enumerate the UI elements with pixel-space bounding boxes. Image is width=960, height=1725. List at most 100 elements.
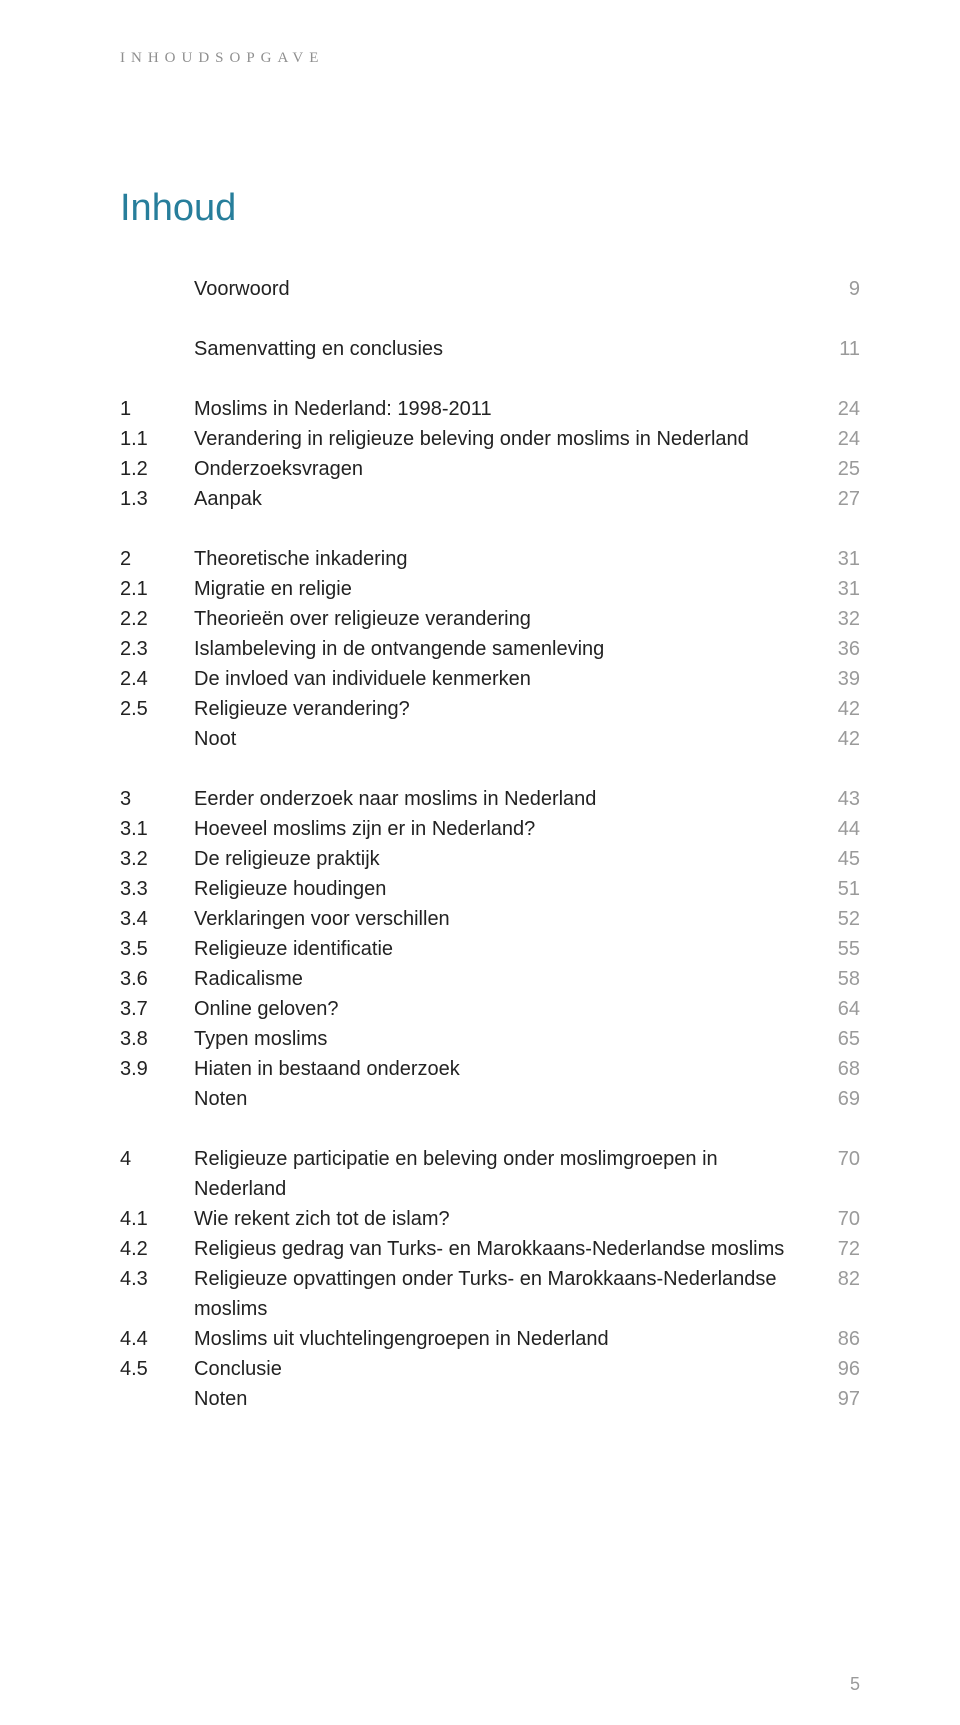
toc-entry: 2.2Theorieën over religieuze verandering… bbox=[120, 604, 860, 634]
toc-entry-number: 2 bbox=[120, 544, 194, 574]
toc-entry: 3.6Radicalisme58 bbox=[120, 964, 860, 994]
toc-entry-label: Verandering in religieuze beleving onder… bbox=[194, 424, 810, 454]
toc-entry-label: Moslims uit vluchtelingengroepen in Nede… bbox=[194, 1324, 810, 1354]
toc-entry-label: Religieuze identificatie bbox=[194, 934, 810, 964]
toc-entry-page: 69 bbox=[810, 1084, 860, 1114]
toc-entry: 1.3Aanpak27 bbox=[120, 484, 860, 514]
toc-entry-number: 3.1 bbox=[120, 814, 194, 844]
toc-entry-page: 45 bbox=[810, 844, 860, 874]
toc-entry-number: 3.6 bbox=[120, 964, 194, 994]
toc-entry-label: Conclusie bbox=[194, 1354, 810, 1384]
toc-entry-page: 65 bbox=[810, 1024, 860, 1054]
toc-entry-page: 31 bbox=[810, 574, 860, 604]
toc-entry: 1Moslims in Nederland: 1998-201124 bbox=[120, 394, 860, 424]
toc-entry: Noot42 bbox=[120, 724, 860, 754]
toc-entry: 4.5Conclusie96 bbox=[120, 1354, 860, 1384]
toc-entry: 4.2Religieus gedrag van Turks- en Marokk… bbox=[120, 1234, 860, 1264]
running-header: INHOUDSOPGAVE bbox=[120, 50, 860, 67]
toc-entry-page: 42 bbox=[810, 694, 860, 724]
toc-entry-label: Migratie en religie bbox=[194, 574, 810, 604]
toc-entry: 4.4Moslims uit vluchtelingengroepen in N… bbox=[120, 1324, 860, 1354]
toc-entry-number: 4.3 bbox=[120, 1264, 194, 1324]
toc-entry: 3.4Verklaringen voor verschillen52 bbox=[120, 904, 860, 934]
toc-entry-page: 68 bbox=[810, 1054, 860, 1084]
toc-entry-label: Islambeleving in de ontvangende samenlev… bbox=[194, 634, 810, 664]
toc-entry-page: 70 bbox=[810, 1144, 860, 1204]
toc-entry-page: 51 bbox=[810, 874, 860, 904]
toc-entry: 2.4De invloed van individuele kenmerken3… bbox=[120, 664, 860, 694]
toc-entry-label: Voorwoord bbox=[194, 274, 810, 304]
toc-entry: Voorwoord9 bbox=[120, 274, 860, 304]
toc-entry: 1.2Onderzoeksvragen25 bbox=[120, 454, 860, 484]
toc-entry-page: 11 bbox=[810, 334, 860, 364]
toc-entry: 4Religieuze participatie en beleving ond… bbox=[120, 1144, 860, 1204]
toc-entry-label: Theoretische inkadering bbox=[194, 544, 810, 574]
toc-entry: 4.1Wie rekent zich tot de islam?70 bbox=[120, 1204, 860, 1234]
toc-entry-number: 3.7 bbox=[120, 994, 194, 1024]
toc-gap bbox=[120, 754, 860, 784]
toc-entry: Noten69 bbox=[120, 1084, 860, 1114]
toc-entry: 3.5Religieuze identificatie55 bbox=[120, 934, 860, 964]
table-of-contents: Voorwoord9Samenvatting en conclusies111M… bbox=[120, 274, 860, 1414]
toc-entry: 2.1Migratie en religie31 bbox=[120, 574, 860, 604]
toc-entry-label: Wie rekent zich tot de islam? bbox=[194, 1204, 810, 1234]
toc-entry-page: 39 bbox=[810, 664, 860, 694]
toc-entry-label: Religieuze opvattingen onder Turks- en M… bbox=[194, 1264, 810, 1324]
toc-entry-number: 1.3 bbox=[120, 484, 194, 514]
toc-entry-number: 3.2 bbox=[120, 844, 194, 874]
toc-entry-label: Religieus gedrag van Turks- en Marokkaan… bbox=[194, 1234, 810, 1264]
toc-entry-label: Typen moslims bbox=[194, 1024, 810, 1054]
toc-entry-label: Noot bbox=[194, 724, 810, 754]
toc-entry-number: 4 bbox=[120, 1144, 194, 1204]
toc-entry-number: 4.2 bbox=[120, 1234, 194, 1264]
page-title: Inhoud bbox=[120, 187, 860, 230]
toc-entry-label: De religieuze praktijk bbox=[194, 844, 810, 874]
toc-entry-page: 24 bbox=[810, 424, 860, 454]
toc-entry-number: 2.3 bbox=[120, 634, 194, 664]
toc-entry-label: De invloed van individuele kenmerken bbox=[194, 664, 810, 694]
toc-entry-label: Noten bbox=[194, 1384, 810, 1414]
toc-entry-label: Theorieën over religieuze verandering bbox=[194, 604, 810, 634]
toc-entry-number: 1 bbox=[120, 394, 194, 424]
toc-entry-number bbox=[120, 1084, 194, 1114]
toc-entry-page: 55 bbox=[810, 934, 860, 964]
toc-entry-number: 4.4 bbox=[120, 1324, 194, 1354]
toc-entry-page: 97 bbox=[810, 1384, 860, 1414]
toc-entry-page: 70 bbox=[810, 1204, 860, 1234]
toc-entry-label: Noten bbox=[194, 1084, 810, 1114]
toc-entry-number bbox=[120, 274, 194, 304]
toc-entry-number: 2.1 bbox=[120, 574, 194, 604]
toc-entry-number: 4.1 bbox=[120, 1204, 194, 1234]
toc-entry: 3.3Religieuze houdingen51 bbox=[120, 874, 860, 904]
toc-entry-label: Aanpak bbox=[194, 484, 810, 514]
toc-entry-page: 58 bbox=[810, 964, 860, 994]
toc-entry-number: 2.2 bbox=[120, 604, 194, 634]
toc-entry-number: 3.9 bbox=[120, 1054, 194, 1084]
toc-entry-page: 36 bbox=[810, 634, 860, 664]
toc-entry-page: 43 bbox=[810, 784, 860, 814]
toc-entry-page: 86 bbox=[810, 1324, 860, 1354]
toc-entry-label: Verklaringen voor verschillen bbox=[194, 904, 810, 934]
toc-entry: 3.2De religieuze praktijk45 bbox=[120, 844, 860, 874]
toc-entry-number: 1.2 bbox=[120, 454, 194, 484]
toc-entry-page: 27 bbox=[810, 484, 860, 514]
toc-entry-label: Samenvatting en conclusies bbox=[194, 334, 810, 364]
toc-entry: 3.8Typen moslims65 bbox=[120, 1024, 860, 1054]
toc-entry-label: Religieuze participatie en beleving onde… bbox=[194, 1144, 810, 1204]
toc-entry: 4.3Religieuze opvattingen onder Turks- e… bbox=[120, 1264, 860, 1324]
toc-entry-number: 3.4 bbox=[120, 904, 194, 934]
toc-entry-label: Hiaten in bestaand onderzoek bbox=[194, 1054, 810, 1084]
toc-entry-number: 2.4 bbox=[120, 664, 194, 694]
toc-entry: 2Theoretische inkadering31 bbox=[120, 544, 860, 574]
toc-gap bbox=[120, 514, 860, 544]
toc-entry-number: 1.1 bbox=[120, 424, 194, 454]
toc-entry-number bbox=[120, 724, 194, 754]
toc-entry-label: Religieuze verandering? bbox=[194, 694, 810, 724]
toc-entry-number bbox=[120, 1384, 194, 1414]
toc-entry: 1.1Verandering in religieuze beleving on… bbox=[120, 424, 860, 454]
toc-entry-page: 31 bbox=[810, 544, 860, 574]
toc-gap bbox=[120, 1114, 860, 1144]
toc-entry-page: 25 bbox=[810, 454, 860, 484]
toc-entry: 3.9Hiaten in bestaand onderzoek68 bbox=[120, 1054, 860, 1084]
toc-entry: 2.3Islambeleving in de ontvangende samen… bbox=[120, 634, 860, 664]
